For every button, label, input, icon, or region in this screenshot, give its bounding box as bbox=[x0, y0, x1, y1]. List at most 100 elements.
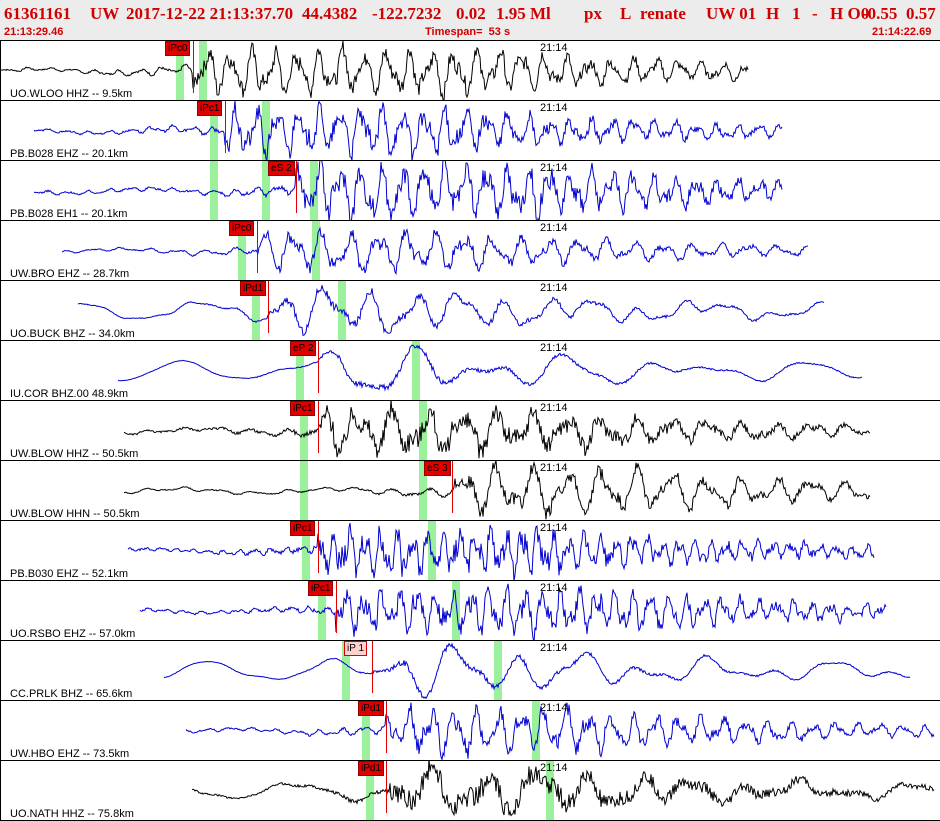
phase-window-marker[interactable] bbox=[342, 641, 350, 701]
waveform-trace bbox=[185, 702, 935, 761]
waveform-trace bbox=[77, 285, 825, 337]
pick-label[interactable]: iPc1 bbox=[197, 101, 223, 116]
waveform-svg bbox=[0, 41, 749, 101]
waveform-trace bbox=[117, 344, 863, 392]
pick-line[interactable] bbox=[257, 221, 258, 273]
pick-label[interactable]: iPc1 bbox=[308, 581, 334, 596]
station-label: PB.B028 EHZ -- 20.1km bbox=[10, 148, 128, 160]
pick-line[interactable] bbox=[318, 341, 319, 393]
station-label: PB.B028 EH1 -- 20.1km bbox=[10, 208, 128, 220]
phase-window-marker[interactable] bbox=[300, 461, 308, 521]
phase-window-marker[interactable] bbox=[310, 161, 318, 221]
trace-panel[interactable]: iPc0 21:14 UW.BRO EHZ -- 28.7km bbox=[0, 220, 940, 281]
waveform-trace bbox=[33, 101, 783, 161]
waveform-trace bbox=[123, 401, 871, 459]
pick-label[interactable]: iPc0 bbox=[165, 41, 191, 56]
phase-window-marker[interactable] bbox=[452, 581, 460, 641]
trace-panel[interactable]: iPc1 21:14 UW.BLOW HHZ -- 50.5km bbox=[0, 400, 940, 461]
pick-line[interactable] bbox=[225, 101, 226, 153]
pick-label[interactable]: iPc1 bbox=[290, 521, 316, 536]
station-label: UO.NATH HHZ -- 75.8km bbox=[10, 808, 134, 820]
pick-line[interactable] bbox=[372, 641, 373, 693]
waveform-svg bbox=[139, 583, 887, 641]
phase-window-marker[interactable] bbox=[210, 101, 218, 161]
pick-label[interactable]: eP 2 bbox=[290, 341, 317, 356]
event-depth: 0.02 bbox=[456, 4, 486, 23]
time-tick-label: 21:14 bbox=[540, 342, 568, 354]
waveform-trace bbox=[163, 642, 911, 700]
phase-window-marker[interactable] bbox=[338, 281, 346, 341]
pick-label[interactable]: iPc0 bbox=[229, 221, 255, 236]
phase-window-marker[interactable] bbox=[262, 161, 270, 221]
pick-line[interactable] bbox=[336, 581, 337, 633]
pick-line[interactable] bbox=[296, 161, 297, 213]
pick-label[interactable]: eS 3 bbox=[424, 461, 451, 476]
waveform-trace bbox=[127, 522, 875, 581]
waveform-trace bbox=[123, 461, 871, 520]
event-extra1: UW 01 bbox=[706, 4, 757, 23]
waveform-svg bbox=[33, 101, 783, 161]
event-id: 61361161 bbox=[4, 4, 72, 23]
trace-panel[interactable]: iPd1 21:14 UW.HBO EHZ -- 73.5km bbox=[0, 700, 940, 761]
start-time: 21:13:29.46 bbox=[4, 26, 64, 38]
trace-panel[interactable]: iPc0 21:14 UO.WLOO HHZ -- 9.5km bbox=[0, 40, 940, 101]
pick-label[interactable]: iPc1 bbox=[290, 401, 316, 416]
event-extra7: 0.57 bbox=[906, 4, 936, 23]
trace-panel[interactable]: eS 2 21:14 PB.B028 EH1 -- 20.1km bbox=[0, 160, 940, 221]
station-label: UO.BUCK BHZ -- 34.0km bbox=[10, 328, 135, 340]
phase-window-marker[interactable] bbox=[318, 581, 326, 641]
phase-window-marker[interactable] bbox=[366, 761, 374, 821]
phase-window-marker[interactable] bbox=[412, 341, 420, 401]
trace-panel[interactable]: eS 3 21:14 UW.BLOW HHN -- 50.5km bbox=[0, 460, 940, 521]
event-lat: 44.4382 bbox=[302, 4, 358, 23]
time-tick-label: 21:14 bbox=[540, 582, 568, 594]
trace-panel[interactable]: iPd1 21:14 UO.BUCK BHZ -- 34.0km bbox=[0, 280, 940, 341]
event-extra4: - bbox=[812, 4, 818, 23]
pick-label[interactable]: iPd1 bbox=[358, 761, 385, 776]
phase-window-marker[interactable] bbox=[312, 221, 320, 281]
event-network: UW bbox=[90, 4, 120, 23]
station-label: PB.B030 EHZ -- 52.1km bbox=[10, 568, 128, 580]
waveform-trace bbox=[139, 583, 887, 641]
pick-line[interactable] bbox=[452, 461, 453, 513]
time-tick-label: 21:14 bbox=[540, 402, 568, 414]
pick-label[interactable]: iPd1 bbox=[240, 281, 267, 296]
pick-line[interactable] bbox=[268, 281, 269, 333]
phase-window-marker[interactable] bbox=[419, 461, 427, 521]
pick-line[interactable] bbox=[193, 41, 194, 93]
pick-label[interactable]: eS 2 bbox=[268, 161, 295, 176]
trace-panel[interactable]: iPd1 21:14 UO.NATH HHZ -- 75.8km bbox=[0, 760, 940, 821]
waveform-svg bbox=[33, 161, 783, 221]
event-extra3: 1 bbox=[792, 4, 801, 23]
phase-window-marker[interactable] bbox=[362, 701, 370, 761]
phase-window-marker[interactable] bbox=[494, 641, 502, 701]
phase-window-marker[interactable] bbox=[296, 341, 304, 401]
pick-line[interactable] bbox=[386, 761, 387, 813]
phase-window-marker[interactable] bbox=[302, 521, 310, 581]
pick-line[interactable] bbox=[318, 521, 319, 573]
phase-window-marker[interactable] bbox=[176, 41, 184, 101]
phase-window-marker[interactable] bbox=[546, 761, 554, 821]
pick-line[interactable] bbox=[386, 701, 387, 753]
pick-label[interactable]: iP 1 bbox=[344, 641, 368, 656]
phase-window-marker[interactable] bbox=[262, 101, 270, 161]
trace-panel[interactable]: iP 1 21:14 CC.PRLK BHZ -- 65.6km bbox=[0, 640, 940, 701]
trace-panel[interactable]: iPc1 21:14 UO.RSBO EHZ -- 57.0km bbox=[0, 580, 940, 641]
trace-panel[interactable]: eP 2 21:14 IU.COR BHZ.00 48.9km bbox=[0, 340, 940, 401]
pick-line[interactable] bbox=[318, 401, 319, 453]
waveform-svg bbox=[127, 522, 875, 581]
trace-panel[interactable]: iPc1 21:14 PB.B028 EHZ -- 20.1km bbox=[0, 100, 940, 161]
time-tick-label: 21:14 bbox=[540, 162, 568, 174]
time-tick-label: 21:14 bbox=[540, 522, 568, 534]
waveform-svg bbox=[117, 344, 863, 392]
pick-label[interactable]: iPd1 bbox=[358, 701, 385, 716]
time-tick-label: 21:14 bbox=[540, 462, 568, 474]
phase-window-marker[interactable] bbox=[300, 401, 308, 461]
phase-window-marker[interactable] bbox=[252, 281, 260, 341]
trace-panel[interactable]: iPc1 21:14 PB.B030 EHZ -- 52.1km bbox=[0, 520, 940, 581]
waveform-svg bbox=[61, 226, 809, 276]
waveform-svg bbox=[191, 761, 935, 817]
phase-window-marker[interactable] bbox=[532, 701, 540, 761]
event-datetime: 2017-12-22 21:13:37.70 bbox=[126, 4, 294, 23]
timespan-label: Timespan= 53 s bbox=[425, 26, 511, 38]
